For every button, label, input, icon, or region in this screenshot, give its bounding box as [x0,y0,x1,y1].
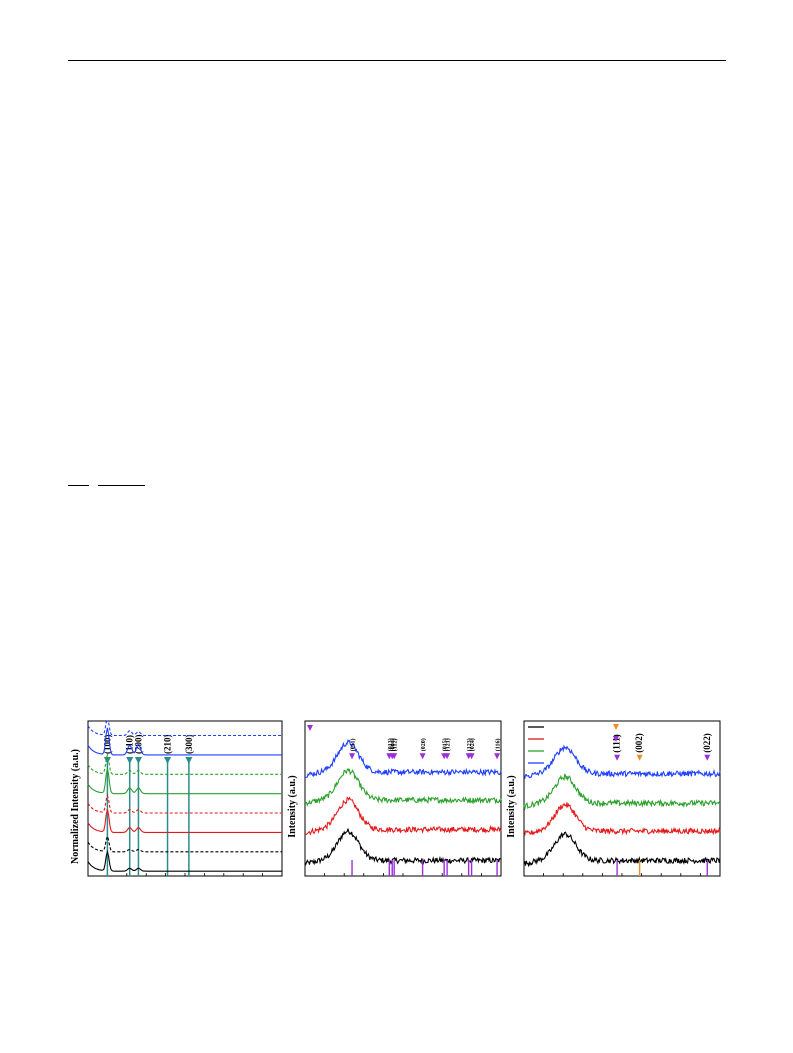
series-line [304,739,502,779]
peak-label: (015) [442,738,449,751]
peak-label: (002) [634,733,644,753]
peak-label: (100) [102,735,112,755]
peak-label: (121) [445,738,452,751]
peak-label: (022) [702,733,712,753]
peak-label: (020) [420,738,427,751]
peak-marker-triangle [349,753,356,760]
peak-label: (110) [125,735,135,754]
y-axis-label: Normalized Intensity (a.u.) [70,749,81,864]
series-line [304,796,502,836]
peak-label: (123) [466,738,473,751]
peak-label: (111) [612,734,622,753]
series-line [523,744,721,780]
series-line [87,849,282,872]
y-axis-label: Intensity (a.u.) [287,775,298,838]
y-axis-label: Intensity (a.u.) [506,775,517,838]
series-line [87,727,282,756]
series-line [523,831,721,868]
xrd-panel-a: Normalized Intensity (a.u.) (100) (110) (20… [58,719,288,881]
peak-marker-triangle [614,754,621,761]
xrd-panel-b: Intensity (a.u.) (011) (013) (004) (112) (020… [283,719,505,881]
series-line [87,768,282,795]
peak-marker-triangle [185,757,193,764]
peak-marker-triangle [134,757,142,764]
chart-c-svg: Intensity (a.u.) (111) (002) (022) [506,720,721,877]
peak-marker-triangle [126,757,134,764]
peak-label: (013) [387,738,394,751]
peak-marker-triangle [494,753,501,760]
series-line [87,752,282,775]
peak-label: (112) [392,739,399,752]
peak-marker-triangle [164,757,172,764]
peak-label: (004) [390,738,397,751]
chart-a-svg: Normalized Intensity (a.u.)(100) (110)(20… [70,720,283,877]
peak-label: (116) [495,739,502,752]
peak-label: (210) [163,735,173,755]
peak-marker-triangle [391,753,398,760]
series-line [523,773,721,811]
plot-frame [523,720,721,877]
peak-marker-triangle [103,757,111,764]
series-line [304,828,502,866]
series-line [87,834,282,853]
footnote-rule-right [98,485,145,486]
peak-label: (300) [184,735,194,755]
legend-marker-triangle [613,724,619,730]
peak-marker-triangle [444,753,451,760]
header-rule [68,60,726,61]
xrd-panel-c: Intensity (a.u.) (111) (002) (022) [502,719,724,881]
legend-marker-triangle [613,736,619,742]
peak-marker-triangle [636,754,643,761]
peak-marker-triangle [468,753,475,760]
peak-marker-triangle [704,754,711,761]
legend-marker-triangle [307,725,313,731]
peak-label: (011) [350,739,357,752]
footnote-rule-left [68,485,89,486]
chart-b-svg: Intensity (a.u.) (011) (013)(004)(112) (020… [287,720,502,877]
series-line [87,809,282,833]
peak-label: (024) [469,738,476,751]
series-line [87,720,282,737]
series-line [523,802,721,836]
series-line [304,767,502,807]
peak-marker-triangle [419,753,426,760]
series-line [87,793,282,814]
